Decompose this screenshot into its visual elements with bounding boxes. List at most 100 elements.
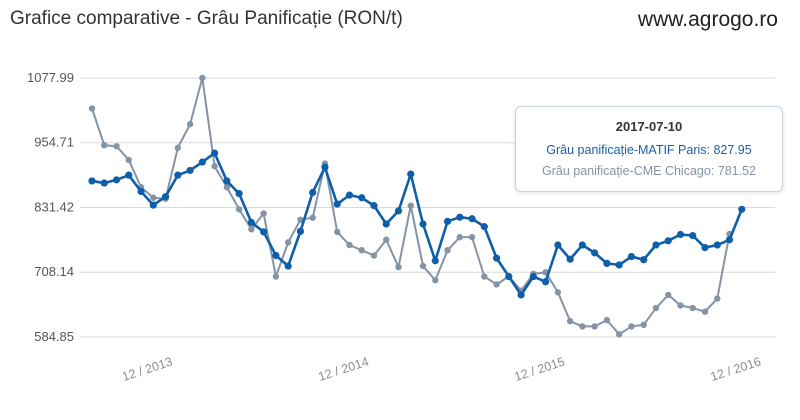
data-point[interactable] bbox=[321, 163, 329, 171]
data-point[interactable] bbox=[579, 323, 586, 330]
data-point[interactable] bbox=[235, 189, 243, 198]
data-point[interactable] bbox=[346, 241, 353, 249]
data-point[interactable] bbox=[665, 291, 672, 299]
data-point[interactable] bbox=[652, 241, 660, 249]
data-point[interactable] bbox=[554, 289, 562, 296]
data-point[interactable] bbox=[125, 156, 132, 164]
data-point[interactable] bbox=[664, 237, 672, 245]
data-point[interactable] bbox=[407, 170, 415, 178]
data-point[interactable] bbox=[689, 231, 697, 240]
data-point[interactable] bbox=[150, 194, 157, 201]
data-point[interactable] bbox=[701, 244, 709, 252]
data-point[interactable] bbox=[112, 176, 121, 184]
data-point[interactable] bbox=[713, 241, 721, 249]
data-point[interactable] bbox=[383, 236, 390, 243]
data-point[interactable] bbox=[333, 200, 341, 208]
data-point[interactable] bbox=[149, 201, 157, 209]
data-point[interactable] bbox=[100, 179, 108, 187]
data-point[interactable] bbox=[174, 144, 182, 152]
data-point[interactable] bbox=[223, 177, 231, 185]
data-point[interactable] bbox=[652, 304, 660, 312]
data-point[interactable] bbox=[481, 273, 488, 280]
data-point[interactable] bbox=[260, 210, 267, 217]
data-point[interactable] bbox=[125, 171, 133, 179]
data-point[interactable] bbox=[554, 241, 562, 249]
data-point[interactable] bbox=[174, 171, 182, 179]
data-point[interactable] bbox=[468, 215, 476, 223]
data-point[interactable] bbox=[505, 272, 513, 281]
data-point[interactable] bbox=[443, 217, 452, 225]
data-point[interactable] bbox=[211, 163, 218, 170]
data-point[interactable] bbox=[676, 230, 685, 239]
data-point[interactable] bbox=[738, 205, 746, 213]
data-point[interactable] bbox=[542, 278, 550, 286]
data-point[interactable] bbox=[309, 188, 317, 197]
data-point[interactable] bbox=[382, 220, 390, 228]
data-point[interactable] bbox=[566, 255, 574, 263]
data-point[interactable] bbox=[101, 142, 108, 149]
data-point[interactable] bbox=[431, 257, 439, 265]
data-point[interactable] bbox=[529, 272, 537, 281]
data-point[interactable] bbox=[199, 74, 206, 82]
data-point[interactable] bbox=[248, 226, 255, 233]
data-point[interactable] bbox=[198, 158, 206, 166]
data-point[interactable] bbox=[640, 256, 648, 264]
data-point[interactable] bbox=[627, 252, 636, 261]
data-point[interactable] bbox=[432, 276, 439, 284]
data-point[interactable] bbox=[628, 323, 635, 330]
data-point[interactable] bbox=[358, 194, 366, 202]
data-point[interactable] bbox=[211, 149, 219, 157]
data-point[interactable] bbox=[161, 193, 170, 201]
data-point[interactable] bbox=[235, 206, 243, 213]
data-point[interactable] bbox=[272, 251, 280, 260]
data-point[interactable] bbox=[591, 323, 598, 330]
data-point[interactable] bbox=[517, 291, 525, 299]
data-point[interactable] bbox=[345, 191, 354, 199]
data-point[interactable] bbox=[88, 105, 96, 112]
data-point[interactable] bbox=[640, 321, 647, 329]
data-point[interactable] bbox=[603, 259, 611, 267]
data-point[interactable] bbox=[309, 214, 316, 221]
data-point[interactable] bbox=[566, 317, 574, 325]
data-point[interactable] bbox=[395, 263, 402, 271]
data-point[interactable] bbox=[272, 273, 280, 280]
data-point[interactable] bbox=[419, 220, 427, 228]
data-point[interactable] bbox=[701, 308, 709, 315]
data-point[interactable] bbox=[725, 236, 734, 244]
data-point[interactable] bbox=[334, 228, 341, 236]
data-point[interactable] bbox=[456, 233, 463, 241]
data-point[interactable] bbox=[394, 207, 403, 215]
data-point[interactable] bbox=[296, 227, 305, 235]
data-point[interactable] bbox=[247, 218, 255, 227]
data-point[interactable] bbox=[615, 261, 623, 269]
data-point[interactable] bbox=[358, 247, 365, 254]
data-point[interactable] bbox=[186, 166, 194, 175]
data-point[interactable] bbox=[603, 316, 611, 324]
data-point[interactable] bbox=[468, 233, 476, 241]
data-point[interactable] bbox=[480, 223, 488, 231]
data-point[interactable] bbox=[370, 202, 378, 210]
data-point[interactable] bbox=[444, 247, 451, 254]
data-point[interactable] bbox=[284, 239, 292, 246]
data-point[interactable] bbox=[137, 187, 145, 196]
data-point[interactable] bbox=[492, 254, 501, 262]
data-point[interactable] bbox=[260, 228, 268, 236]
data-point[interactable] bbox=[493, 281, 500, 288]
data-point[interactable] bbox=[370, 252, 378, 259]
data-point[interactable] bbox=[456, 213, 464, 221]
data-point[interactable] bbox=[615, 331, 623, 338]
data-point[interactable] bbox=[591, 249, 599, 257]
data-point[interactable] bbox=[714, 295, 721, 302]
data-point[interactable] bbox=[284, 262, 292, 270]
data-point[interactable] bbox=[677, 302, 684, 309]
data-point[interactable] bbox=[419, 262, 427, 270]
data-point[interactable] bbox=[88, 177, 96, 185]
data-point[interactable] bbox=[689, 304, 696, 312]
data-point[interactable] bbox=[113, 143, 120, 150]
data-point[interactable] bbox=[223, 184, 231, 191]
data-point[interactable] bbox=[186, 121, 194, 128]
data-point[interactable] bbox=[407, 202, 414, 209]
site-url[interactable]: www.agrogo.ro bbox=[637, 8, 778, 31]
data-point[interactable] bbox=[297, 216, 304, 224]
data-point[interactable] bbox=[578, 241, 587, 249]
